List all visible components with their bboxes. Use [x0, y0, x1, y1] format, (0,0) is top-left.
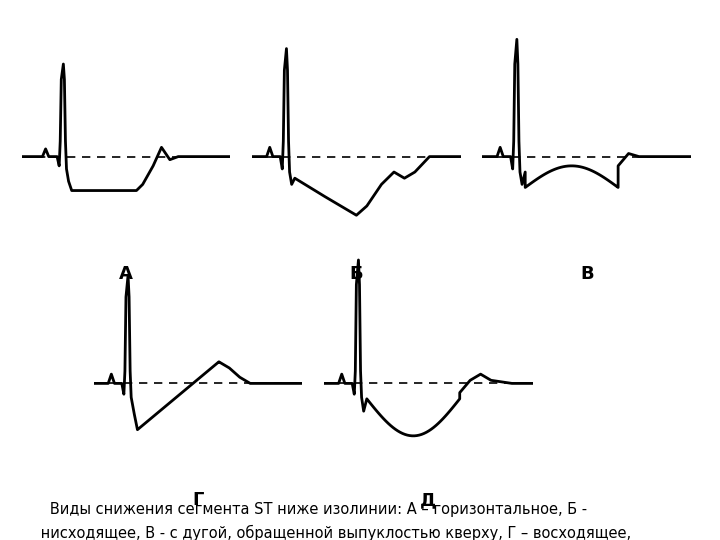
Text: Д: Д: [420, 491, 436, 509]
Text: А: А: [119, 265, 133, 282]
Text: Б: Б: [350, 265, 363, 282]
Text: Г: Г: [192, 491, 204, 509]
Text: Виды снижения сегмента ST ниже изолинии: А – горизонтальное, Б -
 нисходящее, В : Виды снижения сегмента ST ниже изолинии:…: [36, 502, 631, 540]
Text: В: В: [580, 265, 593, 282]
